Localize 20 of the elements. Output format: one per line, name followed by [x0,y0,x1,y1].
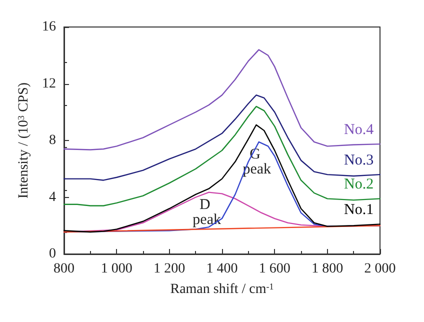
annotation: D peak [192,196,222,228]
series-label: No.2 [344,176,374,193]
series-label: No.1 [344,202,374,218]
y-axis-title: Intensity / (103 CPS) [16,82,32,199]
x-tick-label: 800 [54,262,74,276]
y-tick-label: 16 [42,20,56,34]
x-tick-label: 1 000 [100,262,132,276]
y-tick-label: 12 [42,76,56,92]
x-tick-label: 1 200 [154,262,186,276]
y-tick-label: 4 [49,190,56,205]
x-tick-label: 1 800 [312,262,344,276]
series-label: No.4 [344,122,374,138]
x-tick-label: 1 600 [258,262,290,276]
x-tick-label: 1 400 [206,262,238,276]
x-tick-label: 2 000 [364,262,396,276]
line-series [63,124,381,233]
y-tick-label: 0 [49,246,56,262]
y-tick-label: 8 [49,133,56,148]
series-label: No.3 [344,152,374,169]
line-series [63,49,381,150]
